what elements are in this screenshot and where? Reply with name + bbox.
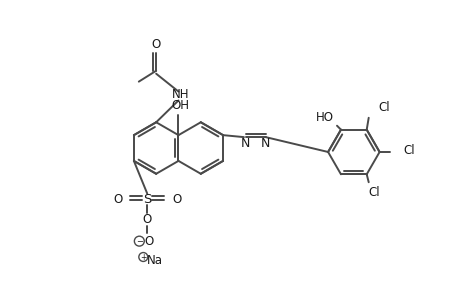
Text: S: S: [143, 193, 151, 206]
Text: −: −: [135, 237, 142, 246]
Text: N: N: [241, 136, 250, 150]
Text: O: O: [151, 38, 161, 51]
Text: Cl: Cl: [378, 101, 389, 114]
Text: NH: NH: [171, 88, 189, 101]
Text: O: O: [142, 213, 151, 226]
Text: Cl: Cl: [403, 143, 414, 157]
Text: HO: HO: [315, 111, 333, 124]
Text: O: O: [112, 193, 122, 206]
Text: +: +: [140, 253, 146, 262]
Text: N: N: [260, 136, 270, 150]
Text: OH: OH: [171, 99, 189, 112]
Text: Na: Na: [147, 254, 163, 268]
Text: O: O: [144, 235, 153, 248]
Text: O: O: [172, 193, 181, 206]
Text: Cl: Cl: [368, 186, 380, 199]
